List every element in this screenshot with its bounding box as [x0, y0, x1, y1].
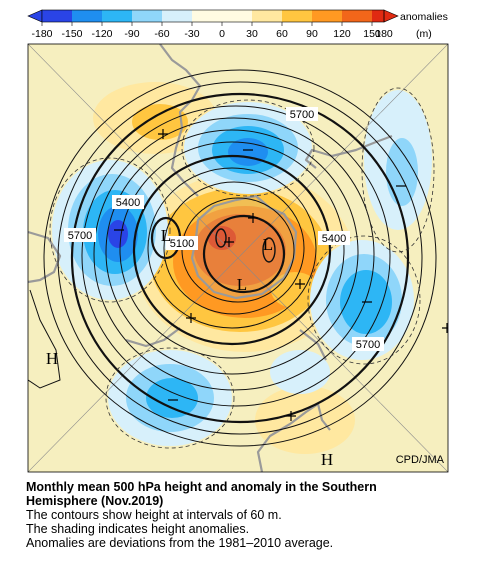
colorbar-seg-1: [42, 10, 72, 22]
contour-label-bg: [318, 231, 350, 245]
contour-label-bg: [166, 236, 198, 250]
colorbar-right-arrow: [383, 9, 399, 23]
colorbar-tick-label: -180: [31, 28, 52, 40]
colorbar: -180 -150 -120 -90 -60 -30 0 30 60 90 12…: [27, 9, 448, 40]
contour-label: 5700: [356, 339, 380, 351]
contour-label: 5400: [322, 233, 346, 245]
colorbar-seg-4: [132, 10, 162, 22]
anomaly-positive-region: [255, 386, 355, 454]
colorbar-tick-label: -30: [184, 28, 199, 40]
colorbar-tick-label: 120: [333, 28, 351, 40]
colorbar-tick-label: 90: [306, 28, 318, 40]
map-gridlines: [28, 44, 448, 472]
contour-line: [163, 181, 305, 315]
colorbar-tick-label: 60: [276, 28, 288, 40]
colorbar-tick-label: 30: [246, 28, 258, 40]
zero-anomaly-contour: [49, 157, 171, 303]
ocean-island-outline: [28, 230, 62, 284]
africa-coastline: [304, 134, 393, 169]
australia-coastline: [256, 402, 331, 472]
colorbar-tick-label: -120: [91, 28, 112, 40]
contour-label: 5700: [290, 109, 314, 121]
low-pressure-center: L: [161, 226, 171, 245]
contour-line: [262, 237, 276, 263]
colorbar-tick-label: 150: [363, 28, 381, 40]
contour-label: 5100: [170, 238, 194, 250]
contour-line: [70, 92, 410, 424]
caption-title-line: Hemisphere (Nov.2019): [26, 494, 164, 508]
contour-label: 5400: [116, 197, 140, 209]
figure-caption: Monthly mean 500 hPa height and anomaly …: [26, 480, 466, 550]
colorbar-seg-11: [372, 10, 384, 22]
map-credit: CPD/JMA: [396, 454, 445, 466]
anomaly-markers: [114, 129, 448, 421]
height-contours: [28, 69, 437, 447]
contour-line: [28, 289, 61, 389]
contour-line: [57, 81, 423, 435]
contour-line: [93, 117, 375, 391]
contour-line: [147, 167, 317, 329]
colorbar-seg-7: [252, 10, 282, 22]
contour-line: [119, 141, 345, 359]
positive-anomaly-marker: [158, 129, 168, 139]
positive-anomaly-marker: [248, 213, 258, 223]
zero-anomaly-contour: [361, 87, 435, 253]
colorbar-tick-label: -150: [61, 28, 82, 40]
low-pressure-center: L: [237, 275, 247, 294]
positive-anomaly-marker: [442, 323, 448, 333]
contour-label-bg: [352, 337, 384, 351]
caption-title-line: Monthly mean 500 hPa height and anomaly …: [26, 480, 377, 494]
contour-label-bg: [286, 107, 318, 121]
zero-anomaly-lines: [49, 87, 435, 449]
low-pressure-center: L: [263, 235, 273, 254]
anomaly-negative-region: [386, 138, 418, 206]
contour-line: [132, 154, 332, 346]
anomaly-map-figure: -180 -150 -120 -90 -60 -30 0 30 60 90 12…: [27, 9, 449, 473]
colorbar-tick-label: 180: [375, 28, 393, 40]
contour-line: [105, 129, 359, 375]
zero-anomaly-contour: [181, 99, 315, 197]
colorbar-tick-label: -60: [154, 28, 169, 40]
colorbar-unit: (m): [416, 28, 432, 40]
contour-line: [81, 105, 391, 407]
caption-text-line: The shading indicates height anomalies.: [26, 522, 250, 536]
colorbar-label: anomalies: [400, 11, 448, 23]
positive-anomaly-marker: [286, 411, 296, 421]
map-frame: [27, 43, 449, 473]
colorbar-left-arrow: [27, 9, 43, 23]
contour-label-bg: [112, 195, 144, 209]
caption-text-line: Anomalies are deviations from the 1981–2…: [26, 536, 334, 550]
positive-anomaly-marker: [186, 313, 196, 323]
anomaly-negative-region: [108, 220, 128, 248]
zero-anomaly-contour: [307, 235, 421, 365]
high-pressure-center: H: [46, 349, 58, 368]
high-pressure-center: H: [321, 450, 333, 469]
zero-anomaly-contour: [105, 347, 235, 449]
colorbar-seg-2: [72, 10, 102, 22]
contour-line: [202, 214, 286, 294]
contour-line: [43, 69, 437, 447]
contour-label: 5700: [68, 230, 92, 242]
anomaly-negative-region: [146, 378, 198, 418]
contour-label-bg: [64, 228, 96, 242]
anomaly-negative-region: [270, 350, 330, 394]
colorbar-tick-label: 0: [219, 28, 225, 40]
colorbar-tick-label: -90: [124, 28, 139, 40]
colorbar-seg-3: [102, 10, 132, 22]
colorbar-seg-9: [312, 10, 342, 22]
colorbar-seg-6: [192, 10, 252, 22]
contour-line: [215, 228, 227, 248]
ocean-island-outline: [299, 329, 327, 361]
positive-anomaly-marker: [295, 279, 305, 289]
map-panel: 5700 5400 5700 5100 5400 5700 L L L H H: [28, 44, 448, 472]
colorbar-frame: [41, 9, 385, 23]
colorbar-seg-8: [282, 10, 312, 22]
colorbar-seg-5: [162, 10, 192, 22]
colorbar-seg-10: [342, 10, 372, 22]
positive-anomaly-marker: [224, 237, 234, 247]
caption-text-line: The contours show height at intervals of…: [26, 508, 282, 522]
